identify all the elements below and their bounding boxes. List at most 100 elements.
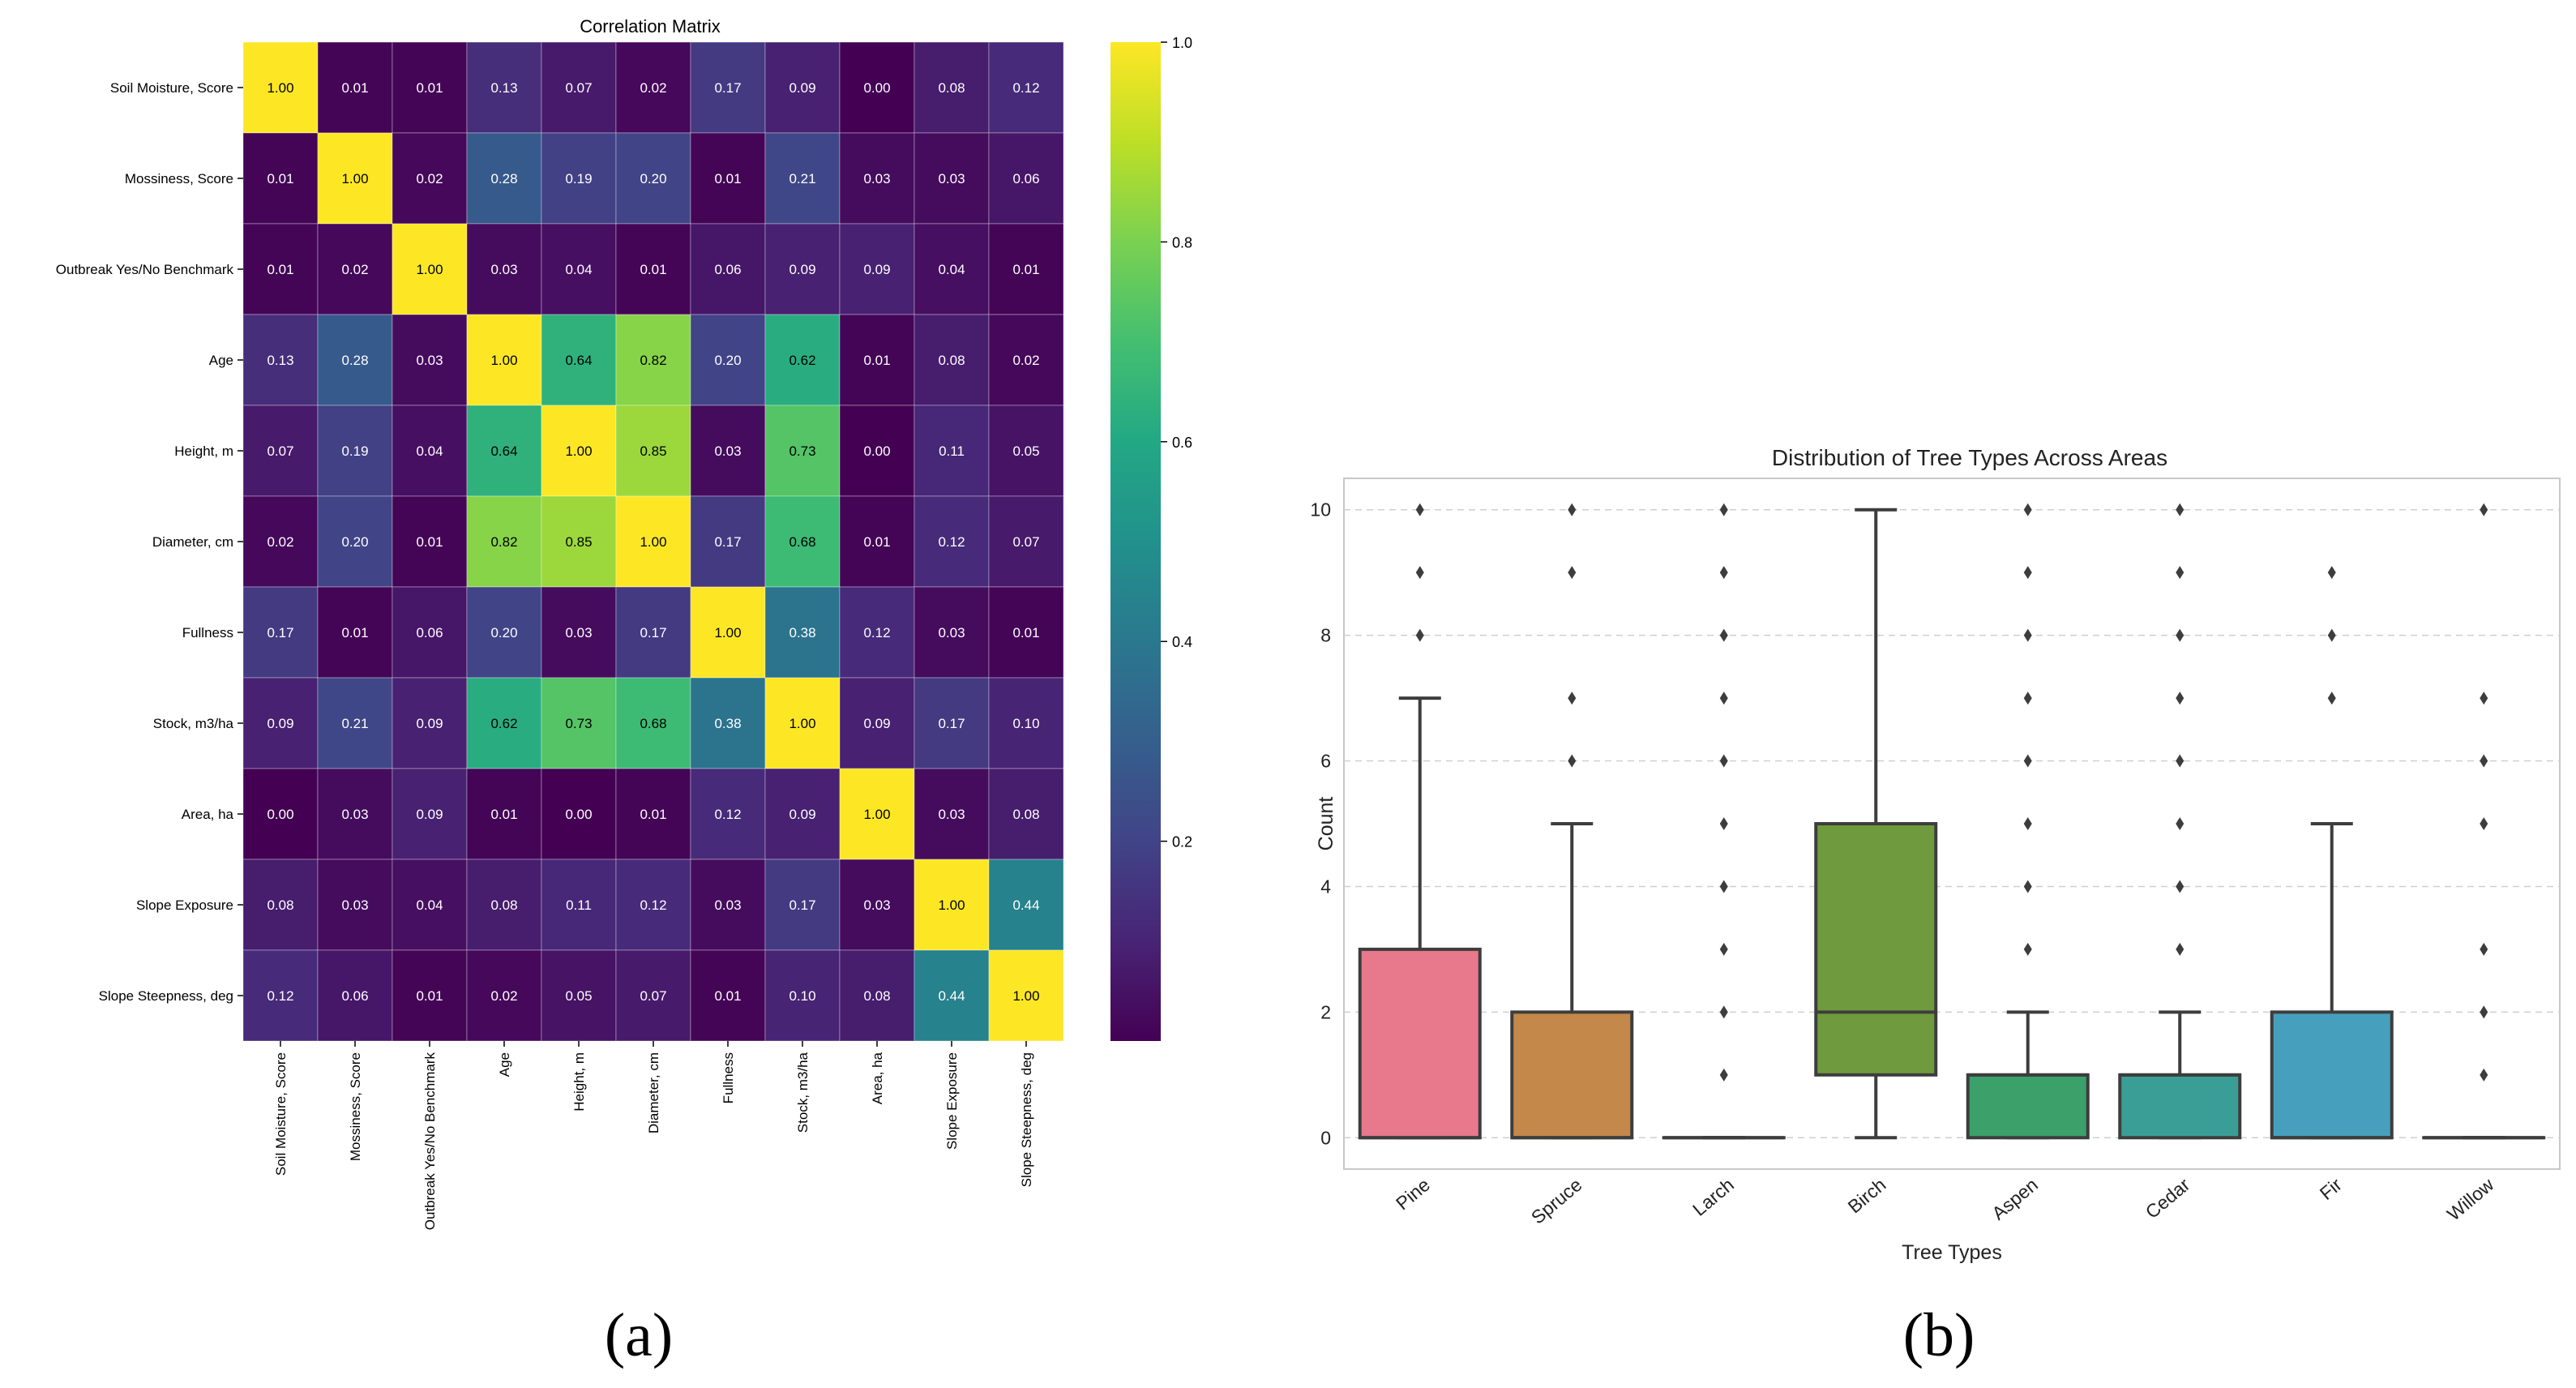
heatmap-row-label: Fullness xyxy=(182,625,233,640)
outlier-marker xyxy=(1568,503,1577,516)
heatmap-cell-value: 1.00 xyxy=(863,807,890,822)
heatmap-cell-value: 0.01 xyxy=(267,262,293,277)
heatmap-cell xyxy=(242,859,319,951)
heatmap-cell-value: 0.01 xyxy=(416,534,443,550)
heatmap-cell xyxy=(242,405,319,497)
boxplot-y-axis-label: Count xyxy=(1315,797,1337,851)
heatmap-cell xyxy=(914,405,990,497)
heatmap-cell xyxy=(392,314,468,406)
heatmap-cell-value: 0.00 xyxy=(863,80,890,96)
box-larch xyxy=(1662,503,1786,1140)
heatmap-cell-value: 0.00 xyxy=(863,443,890,459)
heatmap-column-label: Height, m xyxy=(571,1052,587,1112)
heatmap-cell xyxy=(764,768,841,860)
outlier-marker xyxy=(2480,1005,2488,1019)
heatmap-cell-value: 0.01 xyxy=(863,534,890,550)
outlier-marker xyxy=(1568,566,1577,580)
heatmap-cell xyxy=(988,859,1064,951)
heatmap-cell-value: 0.19 xyxy=(565,171,592,186)
heatmap-cell-value: 0.20 xyxy=(714,353,741,368)
tree-types-boxplot-panel: Distribution of Tree Types Across Areas … xyxy=(1310,445,2561,1369)
heatmap-cell-value: 0.03 xyxy=(565,625,592,640)
heatmap-cell-value: 0.08 xyxy=(490,897,517,913)
correlation-heatmap-panel: Correlation Matrix 1.00 0.01 0.01 0.13 0.07 0… xyxy=(56,16,1192,1369)
heatmap-cell xyxy=(690,314,766,406)
heatmap-cell-value: 0.03 xyxy=(938,625,965,640)
heatmap-cell xyxy=(839,949,915,1042)
heatmap-cell-value: 0.17 xyxy=(714,534,741,550)
boxplot-boxes xyxy=(1358,503,2546,1140)
heatmap-cell-value: 0.01 xyxy=(341,80,368,96)
heatmap-cell-value: 1.00 xyxy=(416,262,443,277)
heatmap-cell-value: 0.68 xyxy=(789,534,815,550)
heatmap-cell-value: 0.02 xyxy=(1012,353,1039,368)
heatmap-cell-value: 0.03 xyxy=(863,171,890,186)
heatmap-cell xyxy=(690,223,766,315)
outlier-marker xyxy=(1415,503,1424,516)
heatmap-cell xyxy=(839,677,915,769)
heatmap-cell-value: 0.05 xyxy=(1012,443,1039,459)
heatmap-cell-value: 0.07 xyxy=(640,988,666,1004)
heatmap-cell xyxy=(764,949,841,1042)
heatmap-cell-value: 0.17 xyxy=(640,625,666,640)
heatmap-cell xyxy=(392,859,468,951)
outlier-marker xyxy=(2480,817,2488,830)
colorbar-ticks: 0.2 0.4 0.6 0.8 1.0 xyxy=(1161,35,1192,850)
heatmap-cell-value: 1.00 xyxy=(1012,988,1039,1004)
heatmap-cell xyxy=(690,768,766,860)
box-aspen xyxy=(1966,503,2090,1140)
heatmap-cell-value: 0.02 xyxy=(416,171,443,186)
heatmap-cell-value: 0.07 xyxy=(1012,534,1039,550)
y-tick-label: 6 xyxy=(1320,751,1331,772)
outlier-marker xyxy=(2176,817,2184,830)
heatmap-cell-value: 0.04 xyxy=(565,262,592,277)
heatmap-cell-value: 0.62 xyxy=(789,353,815,368)
outlier-marker xyxy=(1719,566,1728,580)
heatmap-cell-value: 0.20 xyxy=(640,171,666,186)
heatmap-cell xyxy=(615,949,691,1042)
heatmap-cell-value: 0.00 xyxy=(565,807,592,822)
heatmap-cell xyxy=(466,949,542,1042)
y-tick-label: 4 xyxy=(1320,876,1331,897)
heatmap-cell xyxy=(615,405,691,497)
heatmap-cell xyxy=(541,314,617,406)
heatmap-cell xyxy=(615,677,691,769)
heatmap-row-label: Outbreak Yes/No Benchmark xyxy=(56,262,234,277)
outlier-marker xyxy=(1719,754,1728,768)
heatmap-cell-value: 0.01 xyxy=(863,353,890,368)
heatmap-cell xyxy=(914,768,990,860)
heatmap-cell-value: 0.01 xyxy=(640,262,666,277)
heatmap-cell-value: 0.01 xyxy=(416,80,443,96)
heatmap-cell xyxy=(466,677,542,769)
heatmap-column-label: Age xyxy=(497,1052,512,1077)
heatmap-cell xyxy=(988,949,1064,1042)
iqr-box xyxy=(2270,1010,2394,1140)
heatmap-cell-value: 0.02 xyxy=(640,80,666,96)
heatmap-cell-value: 0.03 xyxy=(938,807,965,822)
outlier-marker xyxy=(1719,880,1728,893)
outlier-marker xyxy=(1719,942,1728,956)
x-tick-label: Aspen xyxy=(1988,1174,2042,1224)
heatmap-cell-value: 0.04 xyxy=(416,443,443,459)
heatmap-cell-value: 1.00 xyxy=(341,171,368,186)
heatmap-cell-value: 0.06 xyxy=(714,262,741,277)
heatmap-row-label: Soil Moisture, Score xyxy=(110,80,233,96)
outlier-marker xyxy=(2480,692,2488,705)
iqr-box xyxy=(2118,1073,2242,1140)
heatmap-cell-value: 0.85 xyxy=(565,534,592,550)
heatmap-cell-value: 0.20 xyxy=(341,534,368,550)
heatmap-cell xyxy=(466,314,542,406)
heatmap-cell-value: 0.01 xyxy=(416,988,443,1004)
iqr-box xyxy=(1814,822,1938,1077)
box-cedar xyxy=(2118,503,2242,1140)
heatmap-cell-value: 0.64 xyxy=(490,443,517,459)
heatmap-cell-value: 1.00 xyxy=(267,80,293,96)
heatmap-cell-value: 0.02 xyxy=(490,988,517,1004)
outlier-marker xyxy=(2480,1068,2488,1082)
heatmap-cell-value: 0.07 xyxy=(267,443,293,459)
panel-label-b: (b) xyxy=(1903,1301,1975,1369)
heatmap-cell xyxy=(839,314,915,406)
heatmap-cell-value: 0.08 xyxy=(1012,807,1039,822)
outlier-marker xyxy=(2023,942,2032,956)
heatmap-cell-value: 0.17 xyxy=(789,897,815,913)
